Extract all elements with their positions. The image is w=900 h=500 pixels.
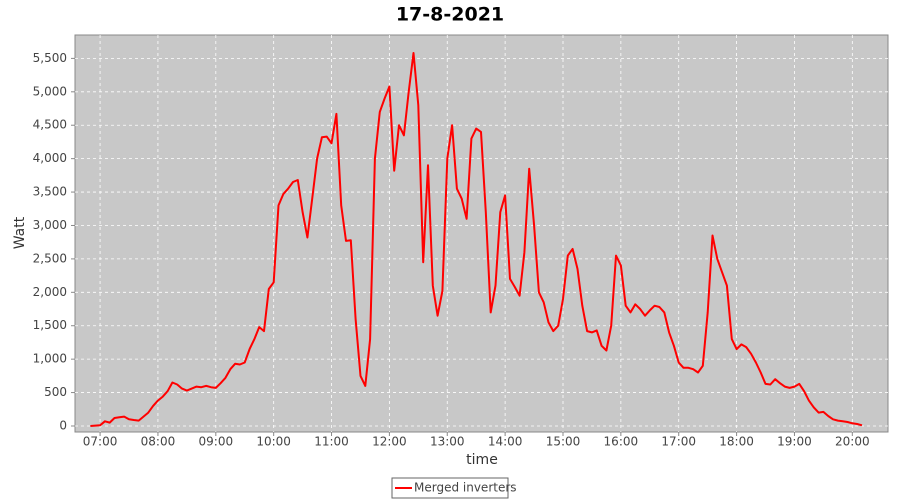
x-tick-label: 20:00 bbox=[835, 435, 870, 449]
x-tick-label: 15:00 bbox=[546, 435, 581, 449]
x-tick-label: 08:00 bbox=[141, 435, 176, 449]
chart-title: 17-8-2021 bbox=[396, 4, 504, 26]
x-tick-label: 07:00 bbox=[83, 435, 118, 449]
y-tick-label: 5,500 bbox=[33, 51, 67, 65]
y-tick-label: 2,000 bbox=[33, 285, 67, 299]
y-tick-label: 2,500 bbox=[33, 251, 67, 265]
plot-area bbox=[74, 34, 889, 433]
x-tick-label: 11:00 bbox=[314, 435, 349, 449]
x-tick-label: 10:00 bbox=[256, 435, 291, 449]
y-tick-label: 0 bbox=[59, 418, 67, 432]
x-tick-label: 16:00 bbox=[604, 435, 639, 449]
y-tick-label: 5,000 bbox=[33, 84, 67, 98]
x-axis-label: time bbox=[466, 452, 498, 468]
y-tick-label: 1,000 bbox=[33, 352, 67, 366]
y-tick-label: 4,000 bbox=[33, 151, 67, 165]
x-tick-label: 12:00 bbox=[372, 435, 407, 449]
x-tick-label: 14:00 bbox=[488, 435, 523, 449]
legend-label: Merged inverters bbox=[414, 481, 517, 495]
y-tick-label: 3,000 bbox=[33, 218, 67, 232]
legend-box bbox=[391, 477, 509, 499]
y-tick-label: 1,500 bbox=[33, 318, 67, 332]
x-tick-label: 19:00 bbox=[777, 435, 812, 449]
y-tick-label: 4,500 bbox=[33, 118, 67, 132]
x-tick-label: 13:00 bbox=[430, 435, 465, 449]
y-tick-label: 3,500 bbox=[33, 185, 67, 199]
x-tick-label: 18:00 bbox=[719, 435, 754, 449]
data-line bbox=[90, 52, 863, 427]
y-axis-label: Watt bbox=[12, 216, 28, 249]
x-tick-label: 17:00 bbox=[661, 435, 696, 449]
x-tick-label: 09:00 bbox=[199, 435, 234, 449]
y-tick-label: 500 bbox=[44, 385, 67, 399]
